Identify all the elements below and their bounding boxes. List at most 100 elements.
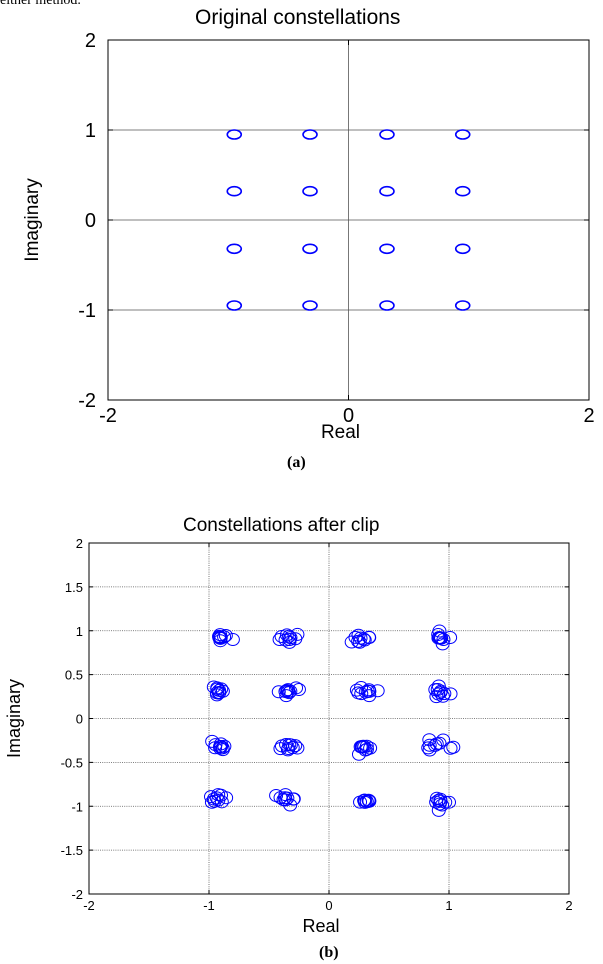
data-point xyxy=(432,736,447,750)
x-axis-label: Real xyxy=(302,916,339,936)
data-point xyxy=(363,741,378,755)
data-point xyxy=(422,743,437,757)
y-tick-label: 1 xyxy=(76,624,83,639)
data-point xyxy=(422,738,437,752)
data-point xyxy=(361,793,376,807)
chart-title-a: Original constellations xyxy=(195,6,401,29)
x-tick-label: 2 xyxy=(583,405,594,427)
data-point xyxy=(282,686,297,700)
chart-a: -2 0 2 -2 -1 0 1 2 Real Imaginary xyxy=(22,30,595,443)
y-tick-label: 1 xyxy=(85,120,96,142)
data-point xyxy=(443,741,458,755)
data-point xyxy=(454,243,471,255)
data-point xyxy=(213,631,228,645)
data-point xyxy=(288,632,303,646)
data-point xyxy=(354,681,369,695)
data-point xyxy=(442,795,457,809)
x-tick-label: -2 xyxy=(99,405,117,427)
data-point xyxy=(210,682,225,696)
y-axis-label: Imaginary xyxy=(4,679,24,758)
data-point xyxy=(226,243,243,255)
y-tick-label: -0.5 xyxy=(61,755,83,770)
data-point xyxy=(433,684,448,698)
data-point xyxy=(422,733,437,747)
data-point xyxy=(454,129,471,140)
data-point xyxy=(283,684,298,698)
data-point xyxy=(302,129,318,140)
data-point xyxy=(360,684,375,698)
header-text: either method. xyxy=(0,0,81,8)
data-point xyxy=(443,687,458,701)
data-point xyxy=(431,793,446,807)
x-tick-label: 1 xyxy=(445,898,452,913)
y-tick-label: 0 xyxy=(76,712,83,727)
data-point xyxy=(290,741,305,755)
data-point xyxy=(432,624,447,638)
data-point xyxy=(437,687,452,701)
data-point xyxy=(211,788,226,802)
data-point xyxy=(273,742,288,756)
data-point xyxy=(214,682,229,696)
data-point xyxy=(214,795,229,809)
data-point xyxy=(207,794,222,808)
x-tick-label: -1 xyxy=(203,898,215,913)
chart-title-b: Constellations after clip xyxy=(183,515,380,536)
data-point xyxy=(435,689,450,703)
y-tick-label: -2 xyxy=(78,390,96,412)
data-point xyxy=(436,632,451,646)
y-tick-label: 0 xyxy=(85,210,96,232)
data-point xyxy=(436,733,451,747)
x-tick-label: -2 xyxy=(83,898,95,913)
data-point xyxy=(291,682,306,696)
data-point xyxy=(302,243,318,255)
y-tick-label: 1.5 xyxy=(65,580,83,595)
data-point xyxy=(271,685,286,699)
data-point xyxy=(435,798,450,812)
data-point xyxy=(454,300,471,311)
data-point xyxy=(370,684,385,698)
caption-b: (b) xyxy=(319,944,339,961)
data-point xyxy=(272,632,287,646)
data-point xyxy=(362,631,377,645)
data-point xyxy=(204,790,219,804)
y-axis-label: Imaginary xyxy=(22,178,43,262)
data-point xyxy=(379,129,395,140)
data-point xyxy=(302,185,318,197)
data-point xyxy=(379,300,395,311)
data-point xyxy=(281,742,296,756)
data-point xyxy=(379,243,395,255)
x-tick-label: 0 xyxy=(343,405,354,427)
y-tick-label: -1.5 xyxy=(61,843,83,858)
data-point xyxy=(354,687,369,701)
x-tick-label: 0 xyxy=(325,898,332,913)
data-point xyxy=(215,743,230,757)
data-point xyxy=(359,794,374,808)
data-point xyxy=(213,628,228,642)
y-tick-label: 2 xyxy=(76,536,83,551)
y-tick-label: 2 xyxy=(85,30,96,52)
x-axis-label: Real xyxy=(321,422,360,443)
data-point xyxy=(351,628,366,642)
y-tick-label: 0.5 xyxy=(65,668,83,683)
caption-a: (a) xyxy=(287,454,306,471)
data-point xyxy=(302,300,318,311)
data-point xyxy=(278,633,293,647)
data-point xyxy=(354,740,369,754)
data-point xyxy=(286,792,301,806)
data-point xyxy=(454,185,471,197)
data-point xyxy=(208,741,223,755)
y-tick-label: -2 xyxy=(71,887,83,902)
data-point xyxy=(226,300,243,311)
chart-b: -2 -1 0 1 2 -2 -1.5 -1 -0.5 0 0.5 1 1.5 2 Real Imaginar… xyxy=(4,536,573,936)
data-point xyxy=(282,629,297,643)
data-point xyxy=(226,129,243,140)
data-point xyxy=(278,788,293,802)
x-tick-label: 2 xyxy=(565,898,572,913)
y-tick-label: -1 xyxy=(71,799,83,814)
data-point xyxy=(226,185,243,197)
data-point xyxy=(379,185,395,197)
data-point xyxy=(205,734,220,748)
y-tick-label: -1 xyxy=(78,300,96,322)
data-point xyxy=(274,629,289,643)
